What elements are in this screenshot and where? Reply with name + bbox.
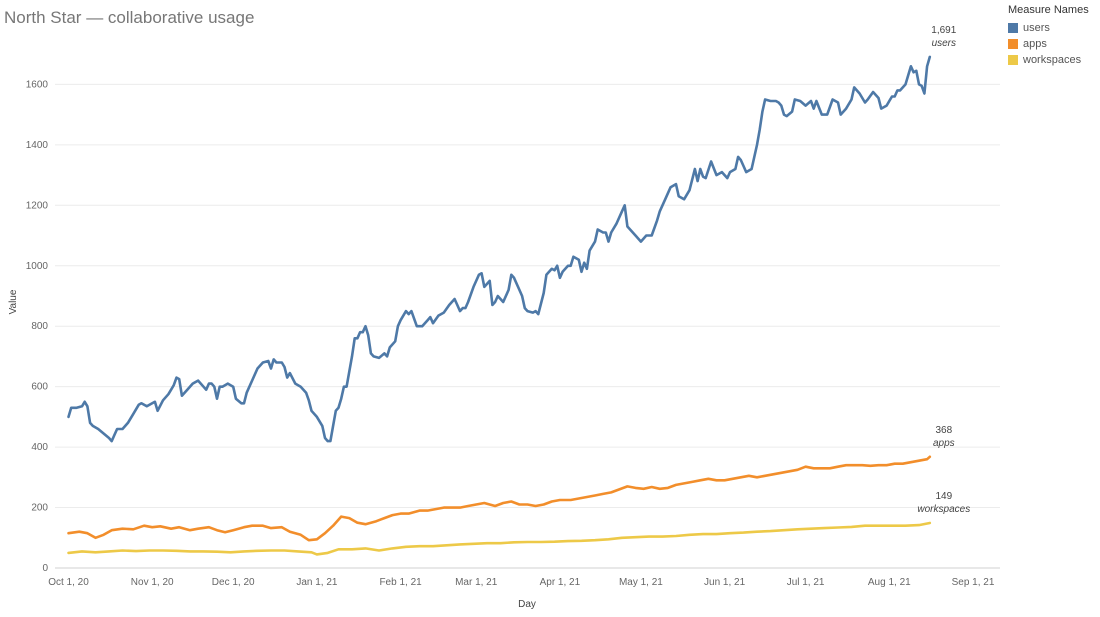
x-tick-label: Sep 1, 21 [952, 577, 995, 588]
legend-swatch-workspaces [1008, 55, 1018, 65]
legend-label-apps: apps [1023, 38, 1047, 50]
x-tick-label: Dec 1, 20 [212, 577, 255, 588]
end-labels: 1,691 users 368 apps 149 workspaces [917, 25, 970, 515]
series-line-workspaces[interactable] [67, 521, 932, 556]
gridlines [55, 83, 1000, 569]
end-value-workspaces: 149 [935, 491, 952, 502]
x-tick-label: Feb 1, 21 [379, 577, 422, 588]
x-tick-label: Jul 1, 21 [787, 577, 825, 588]
legend-label-workspaces: workspaces [1023, 54, 1082, 66]
y-tick-label: 1600 [26, 79, 49, 90]
end-name-workspaces: workspaces [917, 504, 970, 515]
x-tick-label: Apr 1, 21 [540, 577, 581, 588]
y-tick-label: 400 [31, 442, 48, 453]
x-tick-label: Jan 1, 21 [296, 577, 338, 588]
end-value-users: 1,691 [931, 25, 956, 36]
x-tick-label: Nov 1, 20 [131, 577, 174, 588]
legend-swatch-apps [1008, 39, 1018, 49]
y-tick-label: 800 [31, 321, 48, 332]
chart-title: North Star — collaborative usage [4, 8, 255, 27]
end-value-apps: 368 [935, 425, 952, 436]
y-tick-label: 1400 [26, 140, 49, 151]
x-axis-ticks: Oct 1, 20 Nov 1, 20 Dec 1, 20 Jan 1, 21 Feb … [48, 577, 995, 588]
series-line-apps[interactable] [67, 455, 932, 542]
y-tick-label: 600 [31, 382, 48, 393]
y-tick-label: 1000 [26, 261, 49, 272]
legend-item-workspaces[interactable]: workspaces [1008, 52, 1089, 68]
x-tick-label: Mar 1, 21 [455, 577, 498, 588]
y-tick-label: 1200 [26, 200, 49, 211]
legend-item-apps[interactable]: apps [1008, 36, 1089, 52]
end-name-users: users [932, 38, 956, 49]
x-tick-label: May 1, 21 [619, 577, 663, 588]
x-tick-label: Jun 1, 21 [704, 577, 746, 588]
y-axis-label: Value [8, 289, 19, 314]
end-name-apps: apps [933, 438, 955, 449]
y-tick-label: 0 [42, 563, 48, 574]
legend-swatch-users [1008, 23, 1018, 33]
series-line-users[interactable] [67, 55, 932, 443]
legend-title: Measure Names [1008, 4, 1089, 16]
legend-item-users[interactable]: users [1008, 20, 1089, 36]
x-tick-label: Aug 1, 21 [868, 577, 911, 588]
series-lines [67, 55, 932, 556]
legend-label-users: users [1023, 22, 1050, 34]
x-tick-label: Oct 1, 20 [48, 577, 89, 588]
legend: Measure Names users apps workspaces [1008, 4, 1089, 68]
y-axis-ticks: 0 200 400 600 800 1000 1200 1400 1600 [26, 79, 49, 574]
x-axis-label: Day [518, 599, 536, 610]
y-tick-label: 200 [31, 503, 48, 514]
